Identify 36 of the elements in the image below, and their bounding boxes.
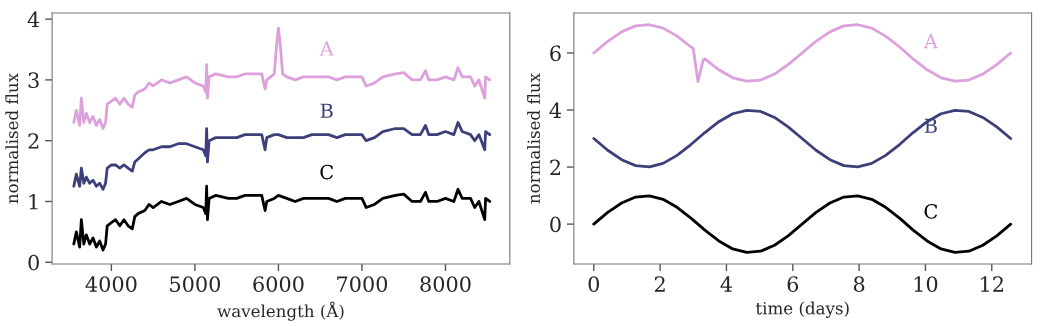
x-tick-label: 5000 xyxy=(170,276,221,292)
y-tick-label: 0 xyxy=(550,216,561,233)
line-series xyxy=(592,23,1013,83)
series-label: C xyxy=(320,164,333,180)
y-tick-label: 2 xyxy=(550,159,561,175)
y-tick-label: 0 xyxy=(28,254,39,271)
line-series xyxy=(592,108,1013,169)
series-label: A xyxy=(319,41,334,56)
x-tick-label: 8000 xyxy=(420,276,471,292)
x-tick-label: 12 xyxy=(981,276,1003,292)
x-tick-label: 4000 xyxy=(85,276,137,292)
line-series xyxy=(72,184,492,252)
x-tick-label: 6 xyxy=(787,276,799,292)
y-tick-label: 2 xyxy=(28,133,39,149)
line-series xyxy=(592,194,1013,254)
y-tick-label: 4 xyxy=(27,11,40,28)
series-label: C xyxy=(924,203,938,219)
y-tick-label: 1 xyxy=(29,193,38,210)
y-tick-label: 3 xyxy=(28,72,39,89)
y-axis-title: normalised flux xyxy=(527,73,541,204)
x-tick-label: 6000 xyxy=(253,276,304,292)
x-axis-title: wavelength (Å) xyxy=(217,301,344,321)
x-tick-label: 2 xyxy=(654,276,665,292)
line-series xyxy=(72,26,492,130)
y-axis-title: normalised flux xyxy=(5,73,19,204)
x-axis-title: time (days) xyxy=(755,301,849,318)
x-tick-label: 7000 xyxy=(337,276,388,292)
series-label: A xyxy=(923,33,939,49)
y-tick-label: 4 xyxy=(549,102,562,118)
x-tick-label: 0 xyxy=(588,276,600,292)
y-tick-label: 6 xyxy=(550,45,561,62)
line-series xyxy=(72,121,492,191)
x-tick-label: 4 xyxy=(720,276,733,292)
x-tick-label: 10 xyxy=(914,276,938,292)
x-tick-label: 8 xyxy=(853,276,865,292)
series-label: B xyxy=(320,103,333,118)
